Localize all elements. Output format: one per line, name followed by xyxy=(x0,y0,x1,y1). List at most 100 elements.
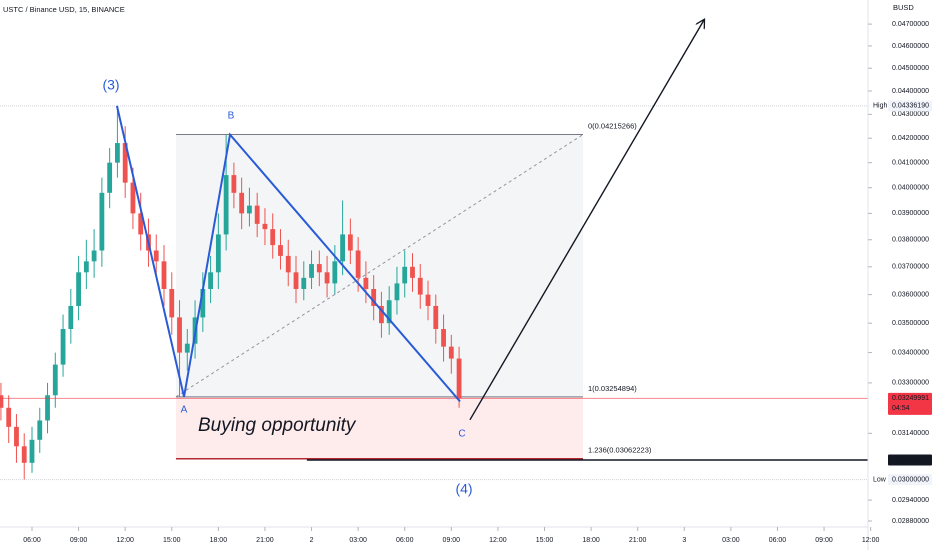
fib-label: 1(0.03254894) xyxy=(588,384,637,393)
y-tick-label: 0.04600000 xyxy=(892,43,929,50)
candle-body xyxy=(200,288,206,318)
candle-body xyxy=(68,305,74,330)
y-tick-label: 0.04200000 xyxy=(892,135,929,142)
candle-body xyxy=(355,250,361,278)
x-tick-label: 18:00 xyxy=(582,537,600,544)
candle-body xyxy=(184,343,190,353)
fib-trend xyxy=(175,134,584,398)
candle-body xyxy=(60,329,66,365)
point-label: A xyxy=(181,405,188,416)
x-tick-label: 03:00 xyxy=(349,537,367,544)
candle-body xyxy=(324,272,330,284)
candle-body xyxy=(107,162,113,193)
pattern-line xyxy=(115,105,461,403)
wave-label: (3) xyxy=(102,77,119,93)
candle-body xyxy=(410,266,415,278)
y-tick-label: 0.03800000 xyxy=(892,237,929,244)
y-tick-label: 0.03600000 xyxy=(892,291,929,298)
candle-body xyxy=(379,305,384,324)
drawings-front xyxy=(0,20,868,481)
x-tick-label: 3 xyxy=(682,537,686,544)
x-tick-label: 21:00 xyxy=(256,537,274,544)
candle-body xyxy=(425,294,431,306)
candle-body xyxy=(45,395,50,421)
chart-title: USTC / Binance USD, 15, BINANCE xyxy=(3,5,125,14)
candle-body xyxy=(153,250,159,262)
x-tick-label: 06:00 xyxy=(396,537,414,544)
x-tick-label: 03:00 xyxy=(722,537,740,544)
y-tick-label: 0.02880000 xyxy=(892,518,929,525)
candle-body xyxy=(448,346,454,359)
projection-arrow xyxy=(469,20,704,421)
candles xyxy=(0,105,462,480)
candle-body xyxy=(130,182,136,214)
x-tick-label: 18:00 xyxy=(210,537,228,544)
candle-body xyxy=(122,143,128,183)
y-tick-label: 0.02940000 xyxy=(892,497,929,504)
candle-body xyxy=(239,192,245,214)
candle-body xyxy=(456,358,462,399)
candle-body xyxy=(91,250,97,262)
price-tag-name: Low xyxy=(873,476,887,483)
fib-label: 0(0.04215266) xyxy=(588,122,637,131)
y-tick-label: 0.03700000 xyxy=(892,264,929,271)
candle-body xyxy=(402,266,408,284)
x-tick-label: 15:00 xyxy=(163,537,181,544)
price-tag-label: 0.03058572 xyxy=(892,457,929,464)
candle-body xyxy=(83,261,89,273)
candle-body xyxy=(254,205,260,224)
candle-body xyxy=(231,175,237,193)
candle-body xyxy=(215,234,221,273)
y-tick-label: 0.03900000 xyxy=(892,210,929,217)
countdown: 04:54 xyxy=(892,405,910,412)
y-tick-label: 0.03140000 xyxy=(892,430,929,437)
y-tick-label: 0.03500000 xyxy=(892,320,929,327)
y-tick-label: 0.04700000 xyxy=(892,21,929,28)
price-tag-label: 0.04336190 xyxy=(892,103,929,110)
candle-body xyxy=(14,426,19,447)
candle-body xyxy=(301,277,307,289)
price-tag xyxy=(888,100,932,112)
candle-body xyxy=(441,329,446,347)
candle-body xyxy=(340,234,346,262)
wave-label: (4) xyxy=(455,481,472,497)
x-tick-label: 09:00 xyxy=(443,537,461,544)
x-tick-label: 09:00 xyxy=(815,537,833,544)
candle-body xyxy=(347,234,353,251)
candle-body xyxy=(262,223,268,230)
x-tick-label: 06:00 xyxy=(769,537,787,544)
x-tick-label: 12:00 xyxy=(489,537,507,544)
y-tick-label: 0.03400000 xyxy=(892,349,929,356)
y-tick-label: 0.04500000 xyxy=(892,65,929,72)
y-tick-label: 0.03300000 xyxy=(892,380,929,387)
candle-body xyxy=(161,261,167,289)
candle-body xyxy=(76,272,81,306)
candle-body xyxy=(208,272,214,289)
candle-body xyxy=(21,446,27,463)
x-tick-label: 21:00 xyxy=(629,537,647,544)
y-tick-label: 0.04300000 xyxy=(892,111,929,118)
candle-body xyxy=(37,420,43,440)
candle-body xyxy=(309,264,314,278)
x-tick-label: 2 xyxy=(310,537,314,544)
candle-body xyxy=(115,143,120,163)
price-tag xyxy=(888,454,932,466)
price-tag xyxy=(888,392,932,415)
x-tick-label: 09:00 xyxy=(70,537,88,544)
candle-body xyxy=(285,255,291,273)
price-tag-label: 0.03249991 xyxy=(892,395,929,402)
axes: 0.04700000 0.04600000 0.04500000 0.04400000… xyxy=(23,21,932,544)
candle-body xyxy=(270,229,276,246)
candle-body xyxy=(29,439,35,463)
candle-body xyxy=(278,245,283,256)
candle-body xyxy=(371,288,377,306)
y-tick-label: 0.04100000 xyxy=(892,160,929,167)
x-tick-label: 06:00 xyxy=(23,537,41,544)
note: Buying opportunity xyxy=(198,415,357,436)
price-tag xyxy=(888,474,932,486)
price-tag-label: 0.03000000 xyxy=(892,476,929,483)
x-tick-label: 12:00 xyxy=(116,537,134,544)
candle-body xyxy=(247,205,252,214)
y-tick-label: 0.04400000 xyxy=(892,88,929,95)
